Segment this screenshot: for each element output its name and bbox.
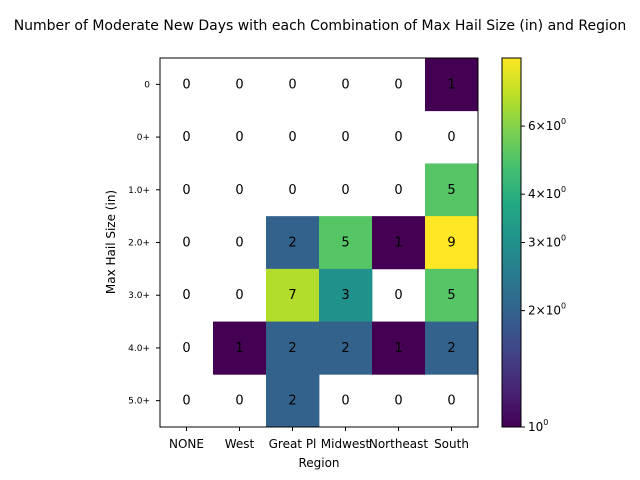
heatmap-cell [319,321,373,375]
cell-value-label: 0 [341,183,349,198]
cell-value-label: 7 [288,288,296,303]
colorbar-tick-label: 100 [528,418,548,434]
y-tick-label: 5.0+ [128,397,150,407]
cell-value-label: 0 [341,77,349,92]
cell-value-label: 0 [182,341,190,356]
cell-value-label: 1 [394,341,402,356]
cell-value-label: 0 [288,77,296,92]
cell-value-label: 2 [288,394,296,409]
heatmap-cell [266,268,320,322]
cell-value-label: 0 [182,130,190,145]
cell-value-label: 9 [447,236,455,251]
cell-value-label: 0 [447,394,455,409]
cell-value-labels: 0 0 0 0 0 1 0 0 0 0 0 0 0 0 0 0 0 5 0 0 2 5 1 9 0 0 7 3 0 5 0 1 2 2 1 2 0 0 2 0… [182,77,455,408]
cell-value-label: 0 [182,77,190,92]
cell-value-label: 2 [288,236,296,251]
heatmap-cell [319,268,373,322]
cell-value-label: 1 [235,341,243,356]
cell-value-label: 5 [447,288,455,303]
colorbar-tick-label: 6×100 [528,117,566,133]
y-tick-label: 2.0+ [128,239,150,249]
cell-value-label: 0 [288,130,296,145]
cell-value-label: 0 [394,130,402,145]
heatmap-cell [425,268,479,322]
heatmap-cells [213,58,479,428]
heatmap-cell [266,374,320,428]
colorbar-ticks: 100 2×100 3×100 4×100 6×100 [521,117,566,434]
colorbar [501,57,522,428]
heatmap-cell [266,321,320,375]
heatmap-cell [266,216,320,270]
cell-value-label: 0 [182,183,190,198]
cell-value-label: 0 [394,183,402,198]
cell-value-label: 0 [394,394,402,409]
cell-value-label: 0 [447,130,455,145]
cell-value-label: 0 [341,394,349,409]
cell-value-label: 1 [447,77,455,92]
cell-value-label: 0 [182,394,190,409]
x-tick-label: Northeast [369,437,429,451]
heatmap-cell [213,321,267,375]
cell-value-label: 0 [394,77,402,92]
y-tick-label: 0 [144,80,150,90]
cell-value-label: 0 [288,183,296,198]
cell-value-label: 5 [447,183,455,198]
colorbar-tick-label: 4×100 [528,185,566,201]
y-tick-label: 3.0+ [128,291,150,301]
y-axis-ticks: 0 0+ 1.0+ 2.0+ 3.0+ 4.0+ 5.0+ [128,80,160,407]
x-tick-label: Great Pl [269,437,317,451]
heatmap-cell [425,163,479,217]
x-axis-label: Region [298,456,339,470]
cell-value-label: 2 [288,341,296,356]
cell-value-label: 2 [447,341,455,356]
cell-value-label: 0 [235,288,243,303]
cell-value-label: 2 [341,341,349,356]
cell-value-label: 3 [341,288,349,303]
y-tick-label: 1.0+ [128,186,150,196]
chart-title: Number of Moderate New Days with each Co… [14,18,627,34]
cell-value-label: 0 [235,183,243,198]
cell-value-label: 0 [235,130,243,145]
x-tick-label: West [225,437,255,451]
cell-value-label: 5 [341,236,349,251]
cell-value-label: 0 [235,394,243,409]
heatmap-cell [425,321,479,375]
heatmap-cell [425,58,479,112]
colorbar-tick-label: 3×100 [528,234,566,250]
x-tick-label: Midwest [321,437,371,451]
cell-value-label: 0 [182,288,190,303]
cell-value-label: 0 [341,130,349,145]
y-tick-label: 0+ [137,133,150,143]
heatmap-cell [372,321,426,375]
colorbar-tick-label: 2×100 [528,302,566,318]
cell-value-label: 1 [394,236,402,251]
cell-value-label: 0 [235,77,243,92]
cell-value-label: 0 [182,236,190,251]
heatmap-cell [372,216,426,270]
y-axis-label: Max Hail Size (in) [104,190,118,294]
x-tick-label: NONE [169,437,204,451]
heatmap-cell [319,216,373,270]
x-tick-label: South [434,437,469,451]
y-tick-label: 4.0+ [128,344,150,354]
heatmap-cell [425,216,479,270]
cell-value-label: 0 [235,236,243,251]
cell-value-label: 0 [394,288,402,303]
